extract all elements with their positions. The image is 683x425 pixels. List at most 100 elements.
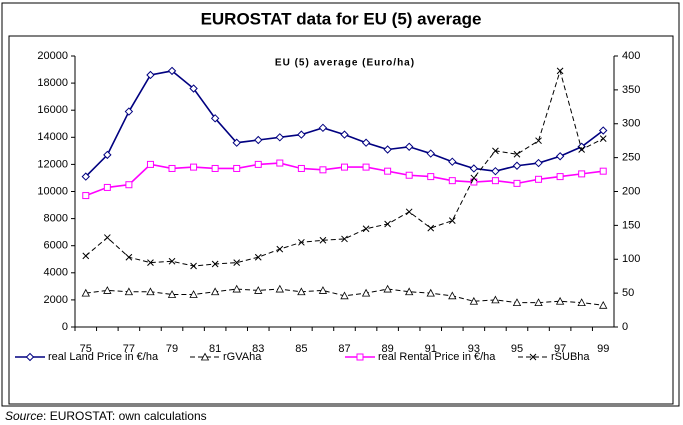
data-point (491, 177, 499, 185)
data-point (81, 288, 90, 297)
data-point (125, 253, 133, 261)
data-point (599, 167, 607, 175)
legend-label: rSUBha (551, 351, 590, 363)
x-tick-label: 77 (123, 343, 135, 355)
data-point (469, 296, 479, 305)
data-point (512, 161, 522, 170)
data-point (556, 173, 564, 181)
data-point (275, 133, 285, 142)
data-point (513, 150, 521, 158)
data-point (556, 67, 564, 75)
y2-tick-label: 200 (622, 185, 640, 197)
data-point (168, 164, 176, 172)
legend-marker (356, 353, 364, 361)
data-point (341, 235, 348, 243)
y2-tick-label: 400 (622, 50, 640, 62)
source-label: Source (5, 409, 43, 423)
data-point (578, 170, 586, 178)
y-tick-label: 16000 (37, 104, 68, 116)
data-point (146, 70, 155, 80)
data-point (254, 253, 262, 261)
data-point (470, 178, 478, 186)
y-tick-label: 4000 (44, 267, 68, 279)
data-point (103, 234, 111, 241)
y-tick-label: 6000 (44, 240, 68, 252)
data-point (383, 284, 392, 293)
data-point (167, 66, 177, 76)
data-point (534, 158, 543, 168)
y-tick-label: 14000 (37, 131, 68, 143)
data-point (167, 290, 177, 298)
data-point (426, 288, 435, 297)
y2-tick-label: 0 (622, 321, 628, 333)
data-point (297, 287, 306, 296)
x-tick-label: 89 (381, 343, 393, 355)
data-point (362, 225, 370, 233)
data-point (555, 296, 565, 305)
data-point (297, 130, 306, 139)
y-tick-label: 2000 (44, 294, 68, 306)
data-point (427, 224, 435, 232)
data-point (103, 183, 111, 191)
legend-marker (200, 352, 210, 361)
data-point (318, 123, 328, 133)
y-tick-label: 8000 (44, 213, 68, 225)
x-tick-label: 81 (209, 343, 221, 355)
data-point (384, 220, 391, 228)
y2-tick-label: 50 (622, 287, 634, 299)
y-tick-label: 0 (62, 321, 68, 333)
outer-frame (1, 2, 680, 407)
data-point (491, 295, 500, 304)
legend-label: real Rental Price in €/ha (378, 351, 496, 363)
y-tick-label: 18000 (37, 77, 68, 89)
data-point (341, 163, 348, 171)
data-point (146, 160, 154, 168)
data-point (81, 172, 90, 181)
x-tick-label: 83 (252, 343, 264, 355)
x-tick-label: 85 (295, 343, 307, 355)
data-point (210, 114, 220, 123)
data-point (147, 259, 154, 266)
legend-label: real Land Price in €/ha (48, 351, 159, 363)
data-point (599, 126, 608, 135)
data-point (103, 286, 112, 294)
data-point (448, 291, 457, 300)
data-point (426, 149, 435, 158)
y2-tick-label: 150 (622, 219, 640, 231)
data-point (190, 163, 198, 171)
data-point (405, 208, 413, 216)
data-point (470, 174, 478, 182)
data-point (190, 262, 197, 270)
x-tick-label: 95 (511, 343, 523, 355)
data-point (513, 179, 521, 187)
chart-title: EUROSTAT data for EU (5) average (201, 9, 482, 28)
data-point (210, 287, 220, 296)
data-point (404, 142, 414, 151)
source-note: Source: EUROSTAT: own calculations (5, 409, 207, 423)
data-point (577, 298, 586, 307)
data-point (276, 159, 284, 167)
data-point (599, 300, 608, 309)
x-tick-label: 99 (597, 343, 609, 355)
data-point (469, 164, 479, 173)
x-tick-label: 91 (425, 343, 437, 355)
data-point (362, 163, 370, 171)
data-point (232, 284, 241, 293)
data-point (534, 298, 543, 307)
data-point (146, 287, 155, 296)
data-point (535, 175, 543, 183)
data-point (254, 286, 263, 294)
data-point (233, 259, 241, 266)
data-point (82, 192, 90, 200)
data-point (168, 257, 176, 265)
y2-tick-label: 350 (622, 84, 640, 96)
data-point (512, 298, 522, 307)
data-point (599, 135, 607, 143)
data-point (232, 138, 241, 147)
data-point (384, 167, 392, 175)
data-point (103, 150, 112, 160)
data-point (319, 236, 327, 244)
data-point (340, 130, 349, 139)
data-point (448, 177, 456, 185)
